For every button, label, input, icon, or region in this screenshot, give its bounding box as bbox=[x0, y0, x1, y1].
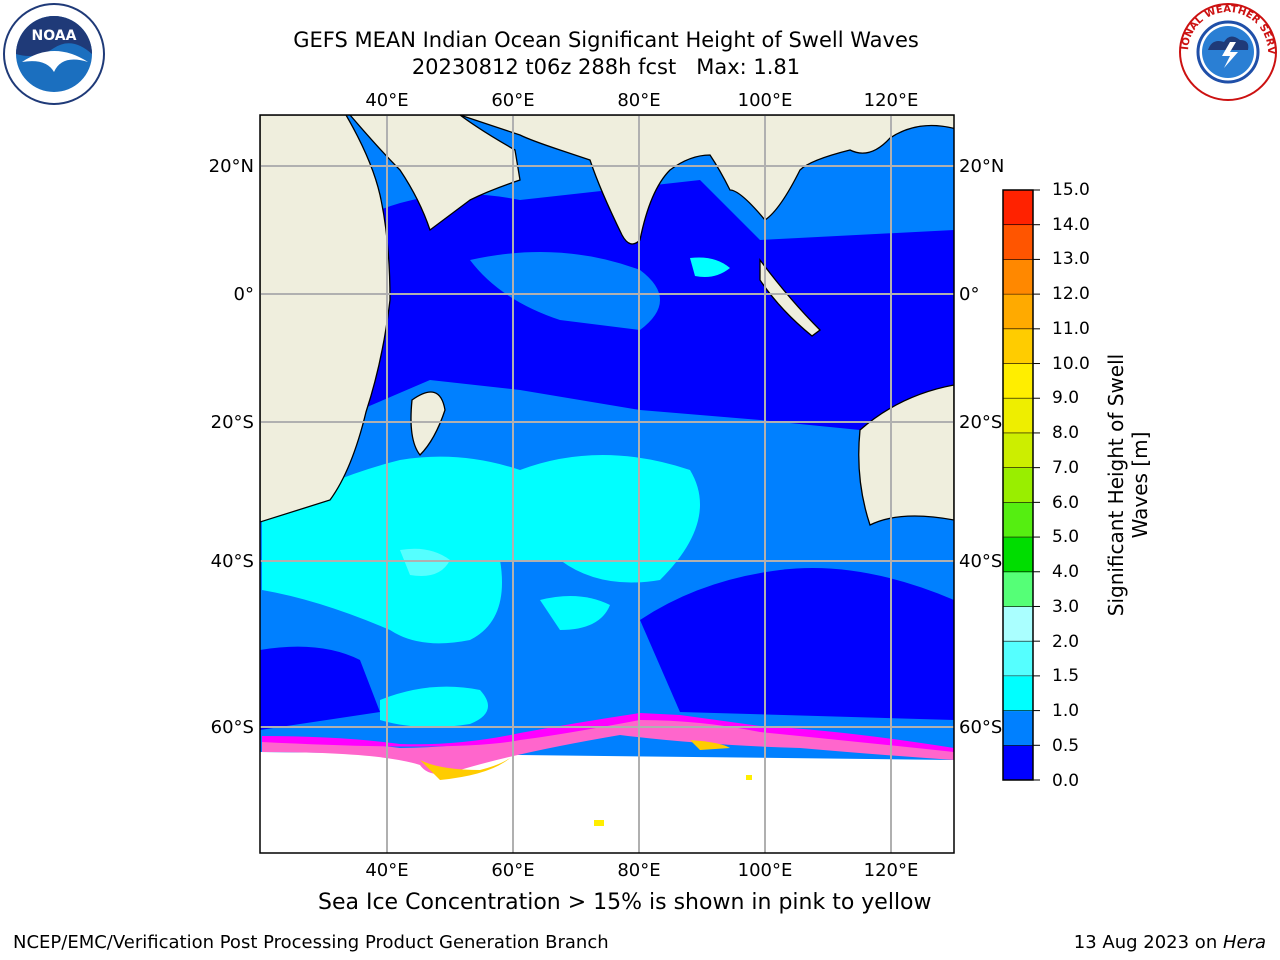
africa bbox=[260, 115, 391, 523]
australia bbox=[858, 384, 954, 526]
lat-label-right: 40°S bbox=[959, 551, 1002, 572]
colorbar-label: 4.0 bbox=[1052, 562, 1080, 582]
arabia bbox=[349, 115, 521, 232]
colorbar-label: 12.0 bbox=[1052, 284, 1090, 304]
colorbar-segment bbox=[1003, 745, 1033, 781]
footer-date: 13 Aug 2023 on bbox=[1073, 932, 1223, 953]
colorbar-label: 15.0 bbox=[1052, 180, 1090, 200]
map-frame bbox=[259, 114, 955, 854]
swell-1-1.5m-region bbox=[262, 455, 700, 644]
noaa-logo: NOAA bbox=[3, 3, 105, 105]
colorbar-segment bbox=[1003, 328, 1033, 365]
colorbar-label: 3.0 bbox=[1052, 597, 1080, 617]
colorbar-segment bbox=[1003, 398, 1033, 434]
colorbar-segment bbox=[1003, 710, 1033, 746]
lat-label-left: 20°S bbox=[211, 412, 254, 433]
lon-label-top: 60°E bbox=[491, 90, 534, 111]
sea-ice bbox=[260, 713, 954, 853]
lon-label-top: 80°E bbox=[617, 90, 660, 111]
lat-label-right: 20°N bbox=[959, 156, 1004, 177]
colorbar-title-line2: Waves [m] bbox=[1128, 431, 1152, 539]
colorbar-segment bbox=[1003, 641, 1033, 677]
colorbar-segment bbox=[1003, 467, 1033, 503]
graticule bbox=[260, 115, 954, 853]
lon-label-bottom: 60°E bbox=[491, 860, 534, 881]
footer-branch: NCEP/EMC/Verification Post Processing Pr… bbox=[13, 932, 609, 953]
colorbar-segment bbox=[1003, 259, 1033, 295]
colorbar-label: 9.0 bbox=[1052, 388, 1080, 408]
noaa-logo-text: NOAA bbox=[32, 28, 77, 44]
colorbar-segment bbox=[1003, 675, 1033, 712]
colorbar-label: 11.0 bbox=[1052, 319, 1090, 339]
colorbar-title-line1: Significant Height of Swell bbox=[1104, 353, 1128, 617]
lat-label-right: 60°S bbox=[959, 717, 1002, 738]
colorbar-label: 7.0 bbox=[1052, 458, 1080, 478]
madagascar bbox=[410, 391, 446, 456]
colorbar-frame bbox=[1002, 189, 1034, 781]
colorbar-segment bbox=[1003, 571, 1033, 607]
colorbar bbox=[1003, 189, 1040, 781]
lon-label-bottom: 120°E bbox=[864, 860, 919, 881]
colorbar-title: Significant Height of Swell Waves [m] bbox=[1104, 275, 1152, 695]
colorbar-label: 1.0 bbox=[1052, 701, 1080, 721]
colorbar-label: 10.0 bbox=[1052, 354, 1090, 374]
lon-label-top: 40°E bbox=[365, 90, 408, 111]
footer-timestamp: 13 Aug 2023 on Hera bbox=[1074, 932, 1266, 953]
map-title: GEFS MEAN Indian Ocean Significant Heigh… bbox=[293, 28, 919, 52]
colorbar-label: 5.0 bbox=[1052, 527, 1080, 547]
colorbar-segment bbox=[1003, 294, 1033, 330]
lat-label-left: 40°S bbox=[211, 551, 254, 572]
colorbar-segment bbox=[1003, 537, 1033, 573]
colorbar-label: 14.0 bbox=[1052, 215, 1090, 235]
lat-label-left: 60°S bbox=[211, 717, 254, 738]
sea-ice-note: Sea Ice Concentration > 15% is shown in … bbox=[318, 890, 932, 915]
colorbar-segment bbox=[1003, 606, 1033, 642]
lat-label-left: 0° bbox=[234, 284, 254, 305]
colorbar-segment bbox=[1003, 432, 1033, 469]
lon-label-bottom: 40°E bbox=[365, 860, 408, 881]
colorbar-label: 0.0 bbox=[1052, 771, 1080, 791]
footer-machine: Hera bbox=[1222, 932, 1266, 953]
colorbar-label: 8.0 bbox=[1052, 423, 1080, 443]
lat-label-right: 0° bbox=[959, 284, 979, 305]
colorbar-segment bbox=[1003, 224, 1033, 260]
colorbar-label: 2.0 bbox=[1052, 632, 1080, 652]
colorbar-label: 0.5 bbox=[1052, 736, 1080, 756]
lat-label-left: 20°N bbox=[209, 156, 254, 177]
lon-label-top: 100°E bbox=[738, 90, 793, 111]
lon-label-top: 120°E bbox=[864, 90, 919, 111]
colorbar-label: 1.5 bbox=[1052, 666, 1080, 686]
colorbar-label: 13.0 bbox=[1052, 249, 1090, 269]
colorbar-segment bbox=[1003, 190, 1033, 226]
colorbar-segment bbox=[1003, 363, 1033, 399]
lon-label-bottom: 80°E bbox=[617, 860, 660, 881]
lon-label-bottom: 100°E bbox=[738, 860, 793, 881]
lat-label-right: 20°S bbox=[959, 412, 1002, 433]
nws-logo: NATIONAL WEATHER SERVICE bbox=[1178, 2, 1277, 101]
colorbar-segment bbox=[1003, 502, 1033, 538]
forecast-subtitle: 20230812 t06z 288h fcst Max: 1.81 bbox=[411, 55, 801, 79]
colorbar-label: 6.0 bbox=[1052, 493, 1080, 513]
